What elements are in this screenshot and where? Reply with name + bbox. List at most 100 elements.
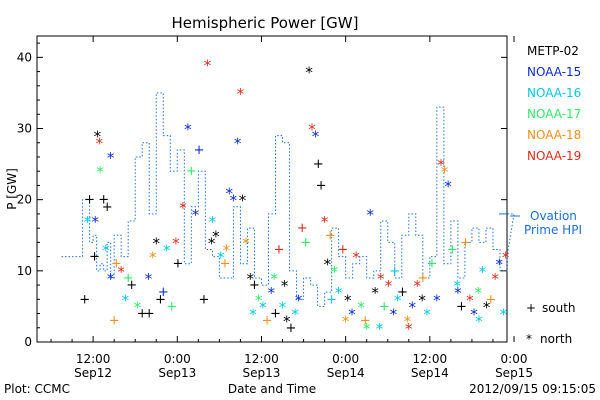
data-point: *: [470, 306, 478, 324]
data-point: *: [122, 291, 130, 309]
x-tick-label-time: 0:00: [501, 352, 528, 366]
data-point: +: [137, 307, 148, 322]
y-axis: 0 10 20 30 40: [17, 42, 507, 349]
data-point: *: [107, 149, 115, 167]
data-point: *: [102, 241, 110, 259]
data-point: +: [158, 285, 169, 300]
data-point: +: [426, 257, 437, 272]
data-point: *: [234, 135, 242, 153]
data-point: +: [417, 271, 428, 286]
x-tick-label-date: Sep13: [243, 366, 281, 380]
footer-plot-credit: Plot: CCMC: [4, 382, 70, 396]
data-point: +: [173, 257, 184, 272]
data-point: +: [485, 292, 496, 307]
y-tick-label: 40: [17, 50, 32, 64]
y-tick-label: 10: [17, 264, 32, 278]
data-point: *: [466, 291, 474, 309]
data-point: *: [454, 284, 462, 302]
data-point: *: [283, 313, 291, 331]
marker-legend-south-symbol: +: [526, 301, 536, 315]
data-point: *: [413, 277, 421, 295]
data-point: +: [285, 321, 296, 336]
data-point: *: [134, 298, 142, 316]
data-point: *: [163, 241, 171, 259]
data-point: *: [204, 56, 212, 74]
data-point: *: [305, 64, 313, 82]
data-point: +: [199, 292, 210, 307]
data-point: *: [312, 128, 320, 146]
data-point: +: [460, 235, 471, 250]
data-point: *: [209, 213, 217, 231]
data-point: *: [96, 135, 104, 153]
data-point: *: [91, 213, 99, 231]
data-point: *: [366, 206, 374, 224]
legend-entry: NOAA-18: [527, 128, 581, 142]
data-point: *: [179, 199, 187, 217]
data-point: *: [208, 234, 216, 252]
data-point: +: [126, 278, 137, 293]
data-point: *: [225, 185, 233, 203]
x-tick-label-time: 0:00: [332, 352, 359, 366]
data-point: *: [479, 263, 487, 281]
data-point: *: [270, 270, 278, 288]
data-point: *: [376, 320, 384, 338]
data-point: *: [96, 163, 104, 181]
legend-entry: NOAA-15: [527, 65, 581, 79]
legend-entry: NOAA-19: [527, 149, 581, 163]
data-point: *: [324, 256, 332, 274]
data-point: *: [172, 234, 180, 252]
data-point: *: [437, 156, 445, 174]
data-point: *: [342, 313, 350, 331]
y-tick-label: 20: [17, 193, 32, 207]
data-point: +: [144, 307, 155, 322]
legend-entry: NOAA-16: [527, 86, 581, 100]
data-point: *: [153, 234, 161, 252]
data-point: *: [475, 313, 483, 331]
x-tick-label-date: Sep14: [327, 366, 365, 380]
x-axis: 12:00Sep120:00Sep1312:00Sep130:00Sep1412…: [50, 36, 533, 380]
ovation-step-line: [61, 92, 515, 307]
data-point: +: [109, 314, 120, 329]
data-point: *: [217, 249, 225, 267]
data-point: *: [145, 270, 153, 288]
data-point: *: [192, 206, 200, 224]
data-point: +: [326, 292, 337, 307]
data-point: +: [313, 157, 324, 172]
data-point: +: [79, 292, 90, 307]
footer-timestamp: 2012/09/15 09:15:05: [469, 382, 596, 396]
data-point: +: [274, 242, 285, 257]
data-point: +: [389, 264, 400, 279]
data-point: *: [149, 249, 157, 267]
chart-title: Hemispheric Power [GW]: [172, 14, 359, 32]
data-point: *: [223, 241, 231, 259]
data-point: *: [268, 284, 276, 302]
data-point: +: [166, 299, 177, 314]
data-point: +: [379, 299, 390, 314]
data-point: *: [496, 256, 504, 274]
data-point: *: [441, 163, 449, 181]
data-point: +: [123, 271, 134, 286]
x-tick-label-date: Sep12: [74, 366, 112, 380]
series-legend: METP-02 NOAA-15 NOAA-16 NOAA-17 NOAA-18 NOAA-…: [527, 44, 581, 163]
data-point: +: [249, 278, 260, 293]
legend-entry: METP-02: [527, 44, 579, 58]
data-point: *: [483, 298, 491, 316]
x-tick-label-time: 12:00: [76, 352, 111, 366]
y-axis-label: P [GW]: [5, 168, 19, 210]
data-point: *: [255, 291, 263, 309]
marker-legend-north-symbol: *: [526, 332, 532, 346]
data-point: *: [404, 313, 412, 331]
data-point: *: [249, 306, 257, 324]
data-point: *: [344, 291, 352, 309]
ovation-series: [61, 92, 515, 307]
data-point: *: [444, 177, 452, 195]
data-point: *: [394, 291, 402, 309]
marker-legend-south-label: south: [542, 301, 576, 315]
data-point: *: [502, 249, 510, 267]
data-point: *: [352, 249, 360, 267]
data-point: +: [220, 257, 231, 272]
data-point: *: [295, 291, 303, 309]
y-tick-label: 0: [24, 335, 32, 349]
data-point: *: [500, 306, 508, 324]
